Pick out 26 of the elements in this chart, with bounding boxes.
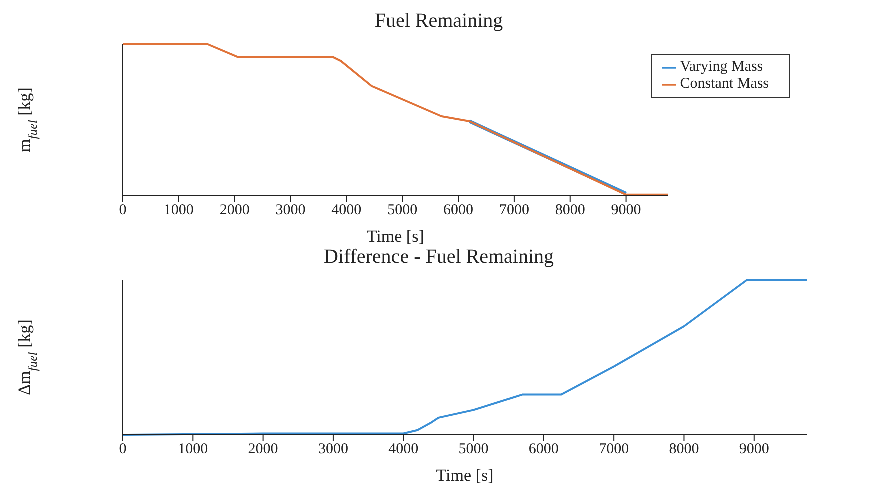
x-tick-label: 0 [119,202,127,219]
chart-title: Difference - Fuel Remaining [322,245,556,270]
legend-label: Constant Mass [680,76,769,92]
x-tick-label: 4000 [388,442,419,458]
x-tick-label: 8000 [555,202,586,219]
x-tick-label: 2000 [248,442,278,458]
x-axis-title: Time [s] [436,466,494,485]
x-tick-label: 4000 [332,202,362,219]
chart-title: Fuel Remaining [374,9,504,34]
x-axis-title: Time [s] [366,227,424,246]
x-tick-label: 6000 [528,442,559,458]
x-tick-label: 3000 [318,442,348,458]
x-tick-label: 0 [119,442,127,458]
x-tick-label: 1000 [164,202,194,219]
legend-label: Varying Mass [680,59,764,75]
x-tick-label: 5000 [388,202,418,219]
x-tick-label: 8000 [669,442,700,458]
x-tick-label: 9000 [739,442,770,458]
x-tick-label: 9000 [611,202,642,219]
x-tick-label: 3000 [276,202,306,219]
x-tick-label: 1000 [178,442,208,458]
x-tick-label: 7000 [499,202,530,219]
x-tick-label: 7000 [599,442,630,458]
x-tick-label: 2000 [220,202,250,219]
x-tick-label: 6000 [444,202,474,219]
x-tick-label: 5000 [458,442,489,458]
